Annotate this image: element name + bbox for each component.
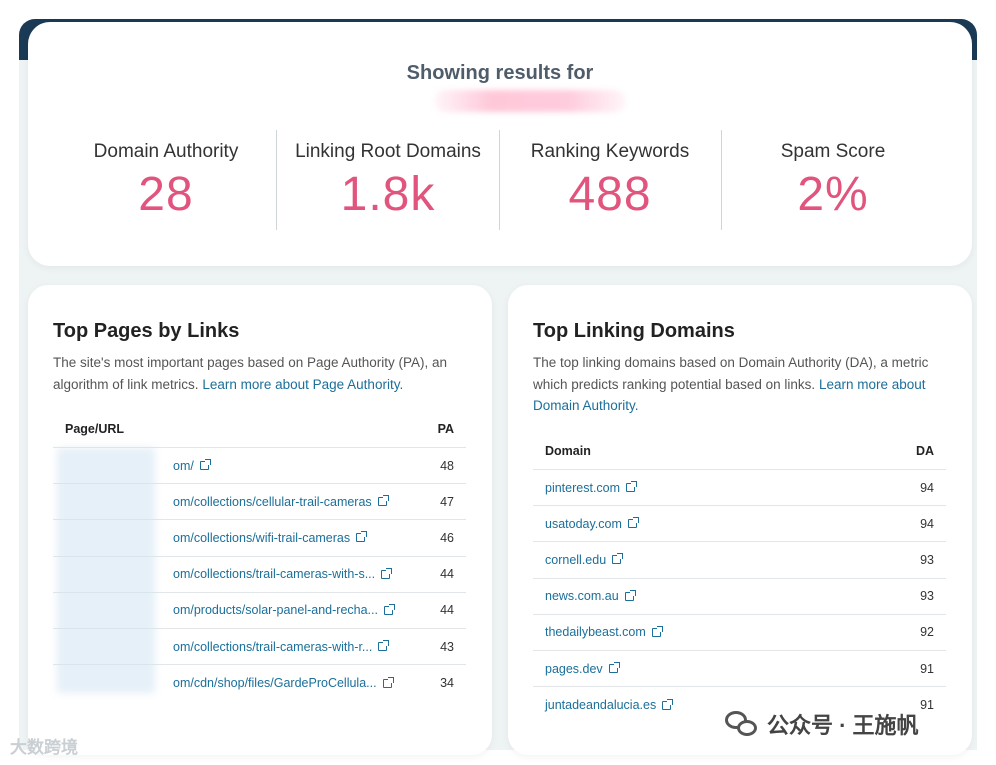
- learn-more-pa-link[interactable]: Learn more about Page Authority.: [202, 376, 404, 392]
- pa-value: 44: [440, 603, 454, 618]
- table-row: thedailybeast.com 92: [533, 615, 946, 651]
- table-header: Page/URL PA: [53, 411, 466, 448]
- table-row: pinterest.com 94: [533, 470, 946, 507]
- col-pa: PA: [437, 422, 454, 436]
- page-url-link[interactable]: om/products/solar-panel-and-recha...: [65, 603, 395, 617]
- table-row: om/products/solar-panel-and-recha... 44: [53, 593, 466, 629]
- metric-divider: [276, 130, 277, 230]
- description-text: The site's most important pages based on…: [53, 355, 448, 392]
- table-row: om/collections/cellular-trail-cameras 47: [53, 484, 466, 521]
- metric-label: Linking Root Domains: [295, 141, 481, 162]
- page-url-link[interactable]: om/collections/wifi-trail-cameras: [65, 531, 368, 545]
- da-value: 92: [920, 625, 934, 640]
- table-row: om/collections/trail-cameras-with-r... 4…: [53, 629, 466, 666]
- col-domain: Domain: [545, 444, 591, 458]
- table-row: cornell.edu 93: [533, 542, 946, 579]
- wechat-icon: [725, 709, 759, 739]
- metric-value: 28: [138, 168, 194, 221]
- metrics-row: Domain Authority 28 Linking Root Domains…: [28, 130, 972, 232]
- external-link-icon: [608, 662, 620, 674]
- summary-card: Showing results for Domain Authority 28 …: [28, 22, 972, 266]
- table-row: juntadeandalucia.es 91: [533, 687, 946, 723]
- metric-linking-root-domains: Linking Root Domains 1.8k: [277, 130, 499, 230]
- domain-link[interactable]: juntadeandalucia.es: [545, 698, 674, 712]
- top-domains-table: Domain DA pinterest.com 94 usatoday.com …: [533, 433, 946, 723]
- col-da: DA: [915, 444, 934, 458]
- metric-divider: [499, 130, 500, 230]
- table-header: Domain DA: [533, 433, 946, 470]
- metric-label: Ranking Keywords: [530, 141, 690, 162]
- pa-value: 47: [440, 494, 454, 509]
- page-url-link[interactable]: om/cdn/shop/files/GardeProCellula...: [65, 676, 394, 690]
- external-link-icon: [627, 517, 639, 529]
- external-link-icon: [356, 531, 368, 543]
- metric-value: 1.8k: [340, 168, 436, 221]
- domain-link[interactable]: thedailybeast.com: [545, 625, 663, 639]
- learn-more-da-link[interactable]: Learn more about Domain Authority.: [533, 376, 926, 414]
- page-url-link[interactable]: om/collections/trail-cameras-with-r...: [65, 640, 390, 654]
- table-row: news.com.au 93: [533, 579, 946, 615]
- table-row: om/ 48: [53, 448, 466, 485]
- external-link-icon: [378, 640, 390, 652]
- redacted-domain: [434, 90, 626, 112]
- pa-value: 46: [440, 530, 454, 545]
- col-page-url: Page/URL: [65, 422, 125, 436]
- external-link-icon: [626, 481, 638, 493]
- da-value: 93: [920, 552, 934, 567]
- metric-divider: [721, 130, 722, 230]
- table-row: om/collections/trail-cameras-with-s... 4…: [53, 557, 466, 593]
- domain-link[interactable]: cornell.edu: [545, 553, 624, 567]
- da-value: 91: [920, 661, 934, 676]
- page-url-link[interactable]: om/: [65, 459, 211, 473]
- metric-value: 2%: [797, 168, 869, 221]
- top-domains-title: Top Linking Domains: [533, 320, 735, 342]
- da-value: 94: [920, 516, 934, 531]
- da-value: 94: [920, 480, 934, 495]
- page-url-link[interactable]: om/collections/trail-cameras-with-s...: [65, 567, 393, 581]
- watermark-text: 公众号 · 王施帆: [767, 713, 919, 738]
- top-domains-description: The top linking domains based on Domain …: [533, 352, 953, 417]
- table-row: om/collections/wifi-trail-cameras 46: [53, 520, 466, 557]
- metric-label: Spam Score: [780, 141, 886, 162]
- domain-link[interactable]: news.com.au: [545, 589, 636, 603]
- pa-value: 34: [440, 676, 454, 691]
- page-url-link[interactable]: om/collections/cellular-trail-cameras: [65, 495, 389, 509]
- watermark-left: 大数跨境: [10, 738, 78, 757]
- pa-value: 48: [440, 458, 454, 473]
- external-link-icon: [624, 589, 636, 601]
- top-pages-description: The site's most important pages based on…: [53, 352, 473, 395]
- top-pages-table: Page/URL PA om/ 48 om/collections/cellul…: [53, 411, 466, 701]
- domain-link[interactable]: pinterest.com: [545, 481, 638, 495]
- domain-link[interactable]: usatoday.com: [545, 517, 639, 531]
- table-row: pages.dev 91: [533, 651, 946, 688]
- pa-value: 43: [440, 639, 454, 654]
- metric-label: Domain Authority: [93, 141, 239, 162]
- external-link-icon: [381, 567, 393, 579]
- metric-value: 488: [568, 168, 652, 221]
- top-domains-card: Top Linking Domains The top linking doma…: [508, 285, 972, 755]
- summary-title: Showing results for: [406, 62, 594, 84]
- pa-value: 44: [440, 567, 454, 582]
- top-pages-title: Top Pages by Links: [53, 320, 240, 342]
- external-link-icon: [377, 495, 389, 507]
- domain-link[interactable]: pages.dev: [545, 662, 620, 676]
- external-link-icon: [612, 553, 624, 565]
- da-value: 91: [920, 698, 934, 713]
- external-link-icon: [383, 603, 395, 615]
- external-link-icon: [199, 459, 211, 471]
- description-text: The top linking domains based on Domain …: [533, 355, 929, 392]
- external-link-icon: [382, 676, 394, 688]
- da-value: 93: [920, 589, 934, 604]
- external-link-icon: [651, 625, 663, 637]
- table-row: usatoday.com 94: [533, 506, 946, 543]
- external-link-icon: [662, 698, 674, 710]
- watermark-right: 公众号 · 王施帆: [725, 708, 919, 740]
- redacted-url-prefix: [57, 448, 155, 693]
- table-row: om/cdn/shop/files/GardeProCellula... 34: [53, 665, 466, 701]
- metric-domain-authority: Domain Authority 28: [55, 130, 277, 230]
- metric-ranking-keywords: Ranking Keywords 488: [499, 130, 721, 230]
- metric-spam-score: Spam Score 2%: [722, 130, 944, 230]
